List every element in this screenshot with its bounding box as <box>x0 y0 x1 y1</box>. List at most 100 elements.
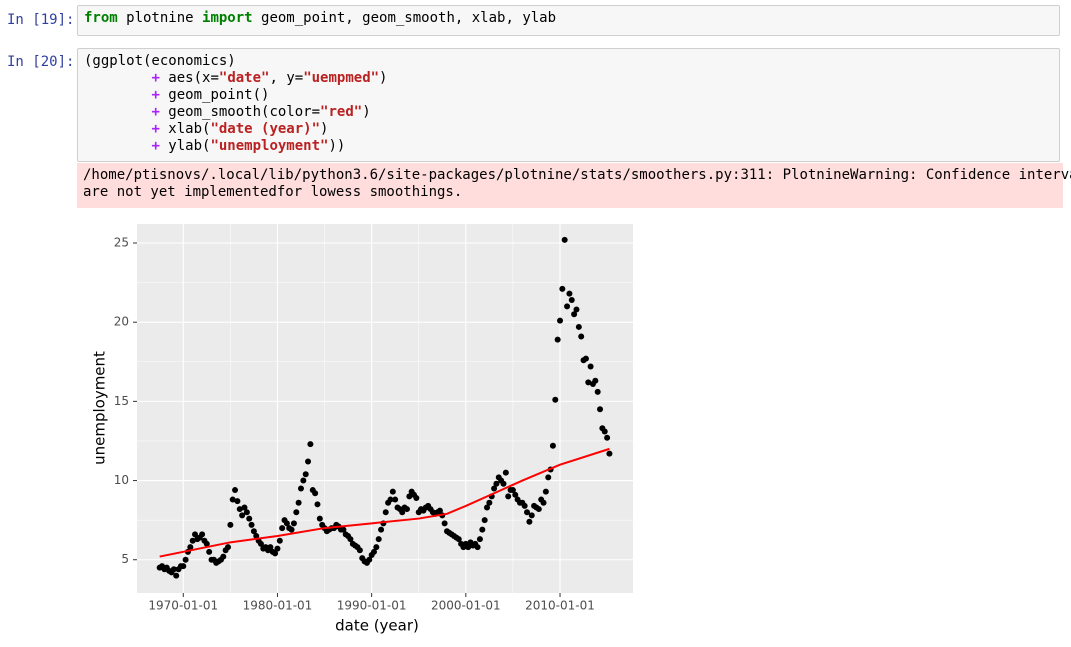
point <box>375 536 382 543</box>
code-token: geom_point() <box>159 87 270 103</box>
code-token: + <box>151 70 160 86</box>
point <box>276 537 283 544</box>
point <box>561 236 568 243</box>
point <box>316 515 323 522</box>
point <box>505 493 512 500</box>
point <box>305 458 312 465</box>
point <box>366 556 373 563</box>
code-token: geom_smooth(color= <box>159 104 321 120</box>
code-token <box>84 70 151 86</box>
plot-panel <box>137 224 633 593</box>
code-token: "date" <box>218 70 270 86</box>
point <box>170 566 177 573</box>
point <box>606 450 613 457</box>
warning-line: are not yet implementedfor lowess smooth… <box>83 184 463 200</box>
point <box>597 406 604 413</box>
code-line: from plotnine import geom_point, geom_sm… <box>84 10 1053 27</box>
point <box>587 363 594 370</box>
point <box>540 499 547 506</box>
code-token: + <box>151 87 160 103</box>
y-axis-label: unemployment <box>91 351 109 465</box>
point <box>232 487 239 494</box>
code-token: )) <box>328 138 346 154</box>
point <box>476 536 483 543</box>
x-tick-label: 1970-01-01 <box>148 599 218 613</box>
point <box>387 496 394 503</box>
point <box>272 550 279 557</box>
point <box>192 531 199 538</box>
point <box>535 506 542 513</box>
point <box>578 333 585 340</box>
point <box>187 544 194 551</box>
code-token: import <box>202 10 253 26</box>
point <box>241 504 248 511</box>
code-token: ) <box>379 70 388 86</box>
point <box>267 544 274 551</box>
code-token: ylab( <box>159 138 211 154</box>
point <box>180 563 187 570</box>
code-line: + ylab("unemployment")) <box>84 138 1053 155</box>
point <box>545 474 552 481</box>
code-token <box>84 121 151 137</box>
point <box>199 531 206 538</box>
code-token: , y= <box>269 70 304 86</box>
point <box>585 379 592 386</box>
point <box>455 536 462 543</box>
point <box>392 496 399 503</box>
point <box>403 506 410 513</box>
code-token: "uempmed" <box>303 70 380 86</box>
code-token: from <box>84 10 118 26</box>
point <box>307 441 314 448</box>
code-cell[interactable]: from plotnine import geom_point, geom_sm… <box>77 5 1060 36</box>
point <box>356 547 363 554</box>
point <box>253 532 260 539</box>
point <box>370 548 377 555</box>
point <box>601 428 608 435</box>
point <box>566 290 573 297</box>
point <box>436 507 443 514</box>
point <box>300 477 307 484</box>
point <box>246 515 253 522</box>
point <box>491 485 498 492</box>
y-tick-label: 25 <box>114 236 129 250</box>
point <box>557 317 564 324</box>
point <box>524 509 531 516</box>
point <box>564 303 571 310</box>
point <box>229 496 236 503</box>
prompt: In [19]: <box>7 12 75 28</box>
point <box>295 499 302 506</box>
code-token: + <box>151 121 160 137</box>
x-tick-label: 1990-01-01 <box>337 599 407 613</box>
point <box>500 480 507 487</box>
point <box>248 521 255 528</box>
code-token: ) <box>320 121 329 137</box>
point <box>340 526 347 533</box>
point <box>594 388 601 395</box>
code-token: + <box>151 138 160 154</box>
code-token: xlab( <box>159 121 211 137</box>
point <box>224 544 231 551</box>
point <box>274 545 281 552</box>
point <box>474 544 481 551</box>
code-token: "unemployment" <box>210 138 329 154</box>
point <box>378 526 385 533</box>
code-token <box>84 138 151 154</box>
point <box>465 544 472 551</box>
code-token: aes(x= <box>159 70 219 86</box>
point <box>554 336 561 343</box>
point <box>279 525 286 532</box>
point <box>542 488 549 495</box>
point <box>297 485 304 492</box>
point <box>493 480 500 487</box>
x-axis-label: date (year) <box>335 617 419 635</box>
point <box>604 434 611 441</box>
point <box>571 311 578 318</box>
code-cell[interactable]: (ggplot(economics) + aes(x="date", y="ue… <box>77 48 1060 162</box>
code-token: (ggplot(economics) <box>84 53 236 69</box>
y-tick-label: 5 <box>121 552 129 566</box>
point <box>592 377 599 384</box>
code-line: + xlab("date (year)") <box>84 121 1053 138</box>
point <box>288 526 295 533</box>
x-tick-label: 2000-01-01 <box>431 599 501 613</box>
